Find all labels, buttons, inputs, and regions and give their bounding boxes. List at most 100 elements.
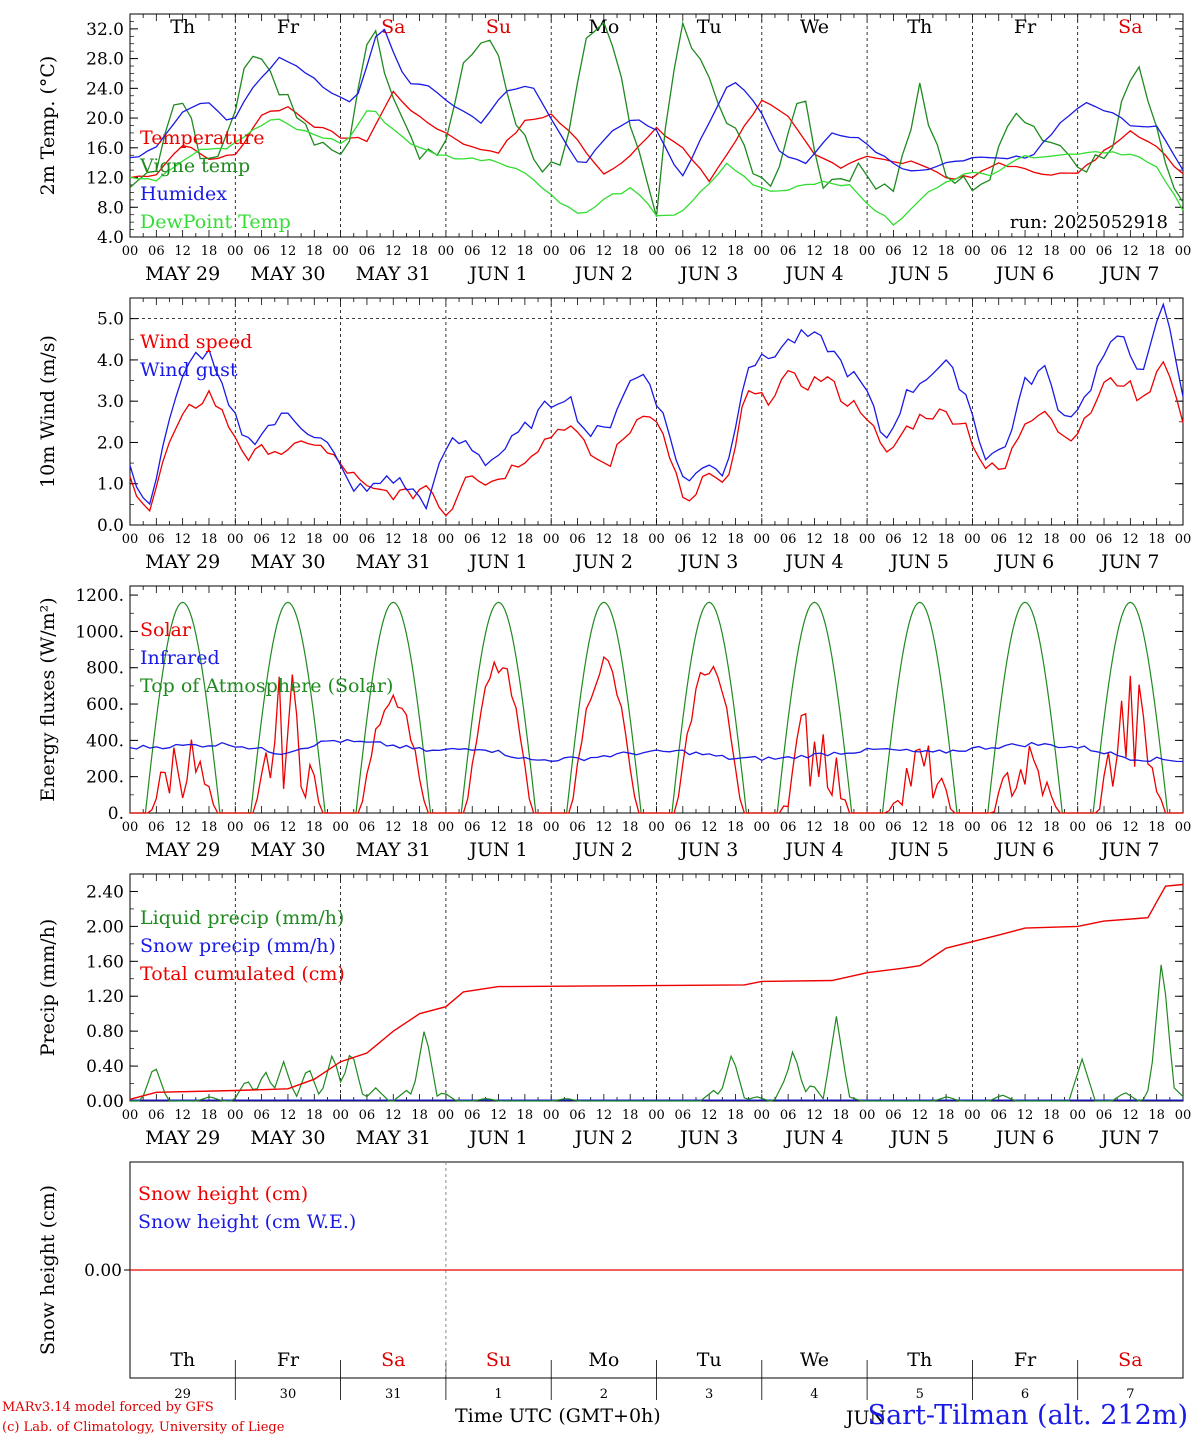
legend-infrared: Infrared <box>140 647 220 669</box>
panel-2-date-label: JUN 3 <box>678 551 738 573</box>
station-label: Sart-Tilman (alt. 212m) <box>867 1400 1188 1431</box>
legend-total-cumulated-cm-: Total cumulated (cm) <box>140 963 345 985</box>
panel-3-date-label: JUN 1 <box>467 839 527 861</box>
day-letter: Sa <box>381 16 405 38</box>
panel-1-hour-label: 00 <box>648 244 665 259</box>
panel-4-ylabel: Precip (mm/h) <box>37 919 59 1057</box>
panel-3-hour-label: 18 <box>201 820 218 835</box>
panel-4-hour-label: 18 <box>411 1108 428 1123</box>
panel-3-hour-label: 00 <box>438 820 455 835</box>
panel-1-hour-label: 18 <box>517 244 534 259</box>
panel-2-hour-label: 00 <box>1069 532 1086 547</box>
panel-2-hour-label: 12 <box>701 532 718 547</box>
day-letter: Fr <box>277 16 300 38</box>
panel-4-hour-label: 06 <box>675 1108 692 1123</box>
panel-3-ytick-label: 200. <box>86 768 124 788</box>
day-letter: Mo <box>588 16 619 38</box>
day-letter: Su <box>486 16 511 38</box>
panel-4-hour-label: 06 <box>990 1108 1007 1123</box>
panel-4-hour-label: 00 <box>122 1108 139 1123</box>
panel-2-hour-label: 00 <box>543 532 560 547</box>
panel-1-hour-label: 12 <box>806 244 823 259</box>
panel-3-hour-label: 00 <box>859 820 876 835</box>
legend-liquid-precip-mm-h-: Liquid precip (mm/h) <box>140 907 344 929</box>
panel-4-hour-label: 06 <box>885 1108 902 1123</box>
panel-2-hour-label: 06 <box>780 532 797 547</box>
panel-2-hour-label: 12 <box>385 532 402 547</box>
panel-1-hour-label: 00 <box>227 244 244 259</box>
panel-4-hour-label: 12 <box>1017 1108 1034 1123</box>
model-credit: MARv3.14 model forced by GFS <box>2 1400 214 1415</box>
legend-wind-speed: Wind speed <box>140 331 252 353</box>
panel-4-hour-label: 06 <box>1096 1108 1113 1123</box>
panel-2-date-label: JUN 2 <box>573 551 633 573</box>
panel-3-hour-label: 06 <box>464 820 481 835</box>
panel-1-hour-label: 00 <box>1069 244 1086 259</box>
day-letter: Tu <box>697 16 722 38</box>
panel-4-ytick-label: 0.40 <box>86 1057 124 1077</box>
panel-4-hour-label: 12 <box>174 1108 191 1123</box>
panel-4-hour-label: 06 <box>464 1108 481 1123</box>
panel-4-hour-label: 12 <box>490 1108 507 1123</box>
panel-3-hour-label: 00 <box>964 820 981 835</box>
panel-2-hour-label: 18 <box>201 532 218 547</box>
panel-1-ytick-label: 8.0 <box>97 198 124 218</box>
panel-2-hour-label: 18 <box>833 532 850 547</box>
panel-2-hour-label: 12 <box>1017 532 1034 547</box>
legend-snow-height-cm-w-e-: Snow height (cm W.E.) <box>138 1211 356 1233</box>
panel-4-hour-label: 18 <box>1148 1108 1165 1123</box>
bottom-day-letter: Fr <box>277 1349 300 1371</box>
panel-3-hour-label: 18 <box>938 820 955 835</box>
panel-3-hour-label: 00 <box>1175 820 1192 835</box>
panel-1-hour-label: 06 <box>780 244 797 259</box>
bottom-day-number: 7 <box>1126 1387 1134 1402</box>
panel-3-hour-label: 06 <box>885 820 902 835</box>
panel-3-hour-label: 06 <box>359 820 376 835</box>
panel-1-hour-label: 18 <box>411 244 428 259</box>
panel-4-hour-label: 18 <box>201 1108 218 1123</box>
panel-3-hour-label: 00 <box>543 820 560 835</box>
panel-2-ytick-label: 2.0 <box>97 433 124 453</box>
panel-2-hour-label: 12 <box>1122 532 1139 547</box>
panel-3-hour-label: 18 <box>622 820 639 835</box>
series-liquid-precip <box>130 964 1184 1102</box>
panel-3-hour-label: 06 <box>1096 820 1113 835</box>
panel-2-hour-label: 00 <box>754 532 771 547</box>
panel-4-hour-label: 12 <box>385 1108 402 1123</box>
panel-4-hour-label: 00 <box>1069 1108 1086 1123</box>
panel-4-date-label: JUN 3 <box>678 1127 738 1149</box>
panel-1-hour-label: 06 <box>464 244 481 259</box>
panel-3-hour-label: 18 <box>1148 820 1165 835</box>
panel-2-ylabel: 10m Wind (m/s) <box>37 335 59 488</box>
panel-2-hour-label: 06 <box>359 532 376 547</box>
panel-3-ylabel: Energy fluxes (W/m²) <box>37 597 59 801</box>
panel-2-ytick-label: 0.0 <box>97 516 124 536</box>
panel-2-hour-label: 18 <box>411 532 428 547</box>
panel-2-date-label: MAY 29 <box>145 551 220 573</box>
panel-1-hour-label: 18 <box>306 244 323 259</box>
panel-4-ytick-label: 2.00 <box>86 917 124 937</box>
panel-1-date-label: JUN 2 <box>573 263 633 285</box>
panel-2-date-label: MAY 31 <box>356 551 431 573</box>
panel-2-ytick-label: 4.0 <box>97 351 124 371</box>
panel-2-hour-label: 00 <box>964 532 981 547</box>
bottom-day-number: 5 <box>916 1387 924 1402</box>
day-letter: Sa <box>1118 16 1142 38</box>
panel-4-date-label: JUN 6 <box>994 1127 1054 1149</box>
panel-4-hour-label: 18 <box>306 1108 323 1123</box>
panel-2-hour-label: 06 <box>675 532 692 547</box>
panel-1-hour-label: 18 <box>622 244 639 259</box>
bottom-day-number: 6 <box>1021 1387 1029 1402</box>
panel-2-ytick-label: 5.0 <box>97 310 124 330</box>
panel-4-date-label: JUN 4 <box>783 1127 843 1149</box>
panel-4-hour-label: 06 <box>359 1108 376 1123</box>
panel-2-date-label: JUN 5 <box>889 551 949 573</box>
panel-4-ytick-label: 1.20 <box>86 987 124 1007</box>
panel-1-date-label: MAY 30 <box>250 263 325 285</box>
panel-3-date-label: MAY 31 <box>356 839 431 861</box>
panel-3-date-label: MAY 29 <box>145 839 220 861</box>
legend-snow-precip-mm-h-: Snow precip (mm/h) <box>140 935 336 957</box>
panel-4-hour-label: 18 <box>517 1108 534 1123</box>
day-letter: Fr <box>1014 16 1037 38</box>
panel-4-ytick-label: 1.60 <box>86 952 124 972</box>
